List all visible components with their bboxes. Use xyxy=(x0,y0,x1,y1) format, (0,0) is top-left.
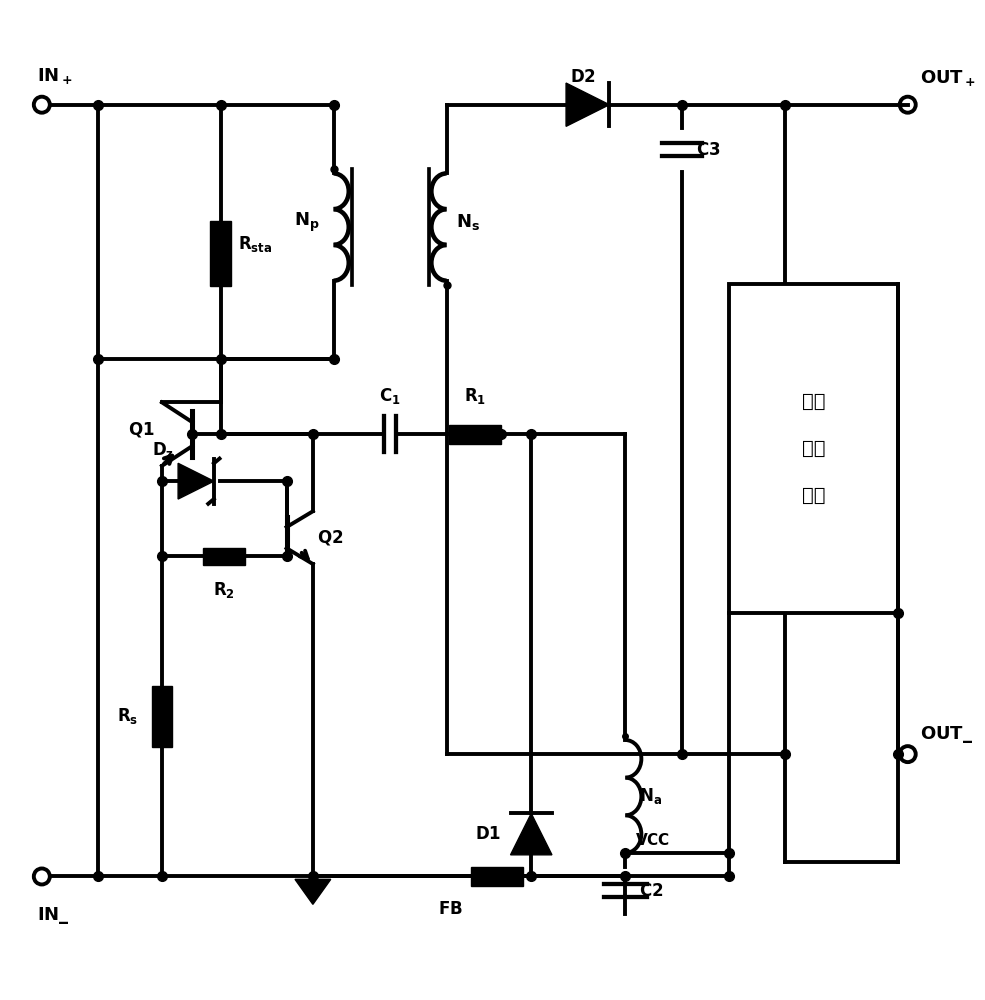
Text: $\mathbf{R_s}$: $\mathbf{R_s}$ xyxy=(117,706,138,726)
Text: $\mathbf{D2}$: $\mathbf{D2}$ xyxy=(570,68,596,86)
Bar xyxy=(449,425,500,444)
Bar xyxy=(210,221,231,286)
Text: $\mathbf{R_2}$: $\mathbf{R_2}$ xyxy=(213,580,235,600)
Polygon shape xyxy=(178,463,214,499)
Polygon shape xyxy=(510,813,552,855)
Text: 网络: 网络 xyxy=(802,486,825,505)
Text: $\mathbf{N_s}$: $\mathbf{N_s}$ xyxy=(456,212,480,232)
Bar xyxy=(152,686,172,747)
Text: $\mathbf{OUT_+}$: $\mathbf{OUT_+}$ xyxy=(920,68,976,88)
Text: $\mathbf{R_{sta}}$: $\mathbf{R_{sta}}$ xyxy=(237,234,272,254)
Text: $\mathbf{VCC}$: $\mathbf{VCC}$ xyxy=(634,832,670,848)
Text: $\mathbf{R_1}$: $\mathbf{R_1}$ xyxy=(464,386,486,406)
Text: $\mathbf{FB}$: $\mathbf{FB}$ xyxy=(438,900,463,918)
Polygon shape xyxy=(295,879,331,904)
Polygon shape xyxy=(566,83,610,126)
Text: $\mathbf{N_a}$: $\mathbf{N_a}$ xyxy=(639,786,663,806)
FancyBboxPatch shape xyxy=(729,284,898,613)
Text: $\mathbf{C3}$: $\mathbf{C3}$ xyxy=(696,141,720,159)
Bar xyxy=(203,548,245,565)
Text: $\mathbf{IN_+}$: $\mathbf{IN_+}$ xyxy=(37,66,73,86)
Text: $\mathbf{C2}$: $\mathbf{C2}$ xyxy=(639,882,664,900)
Text: $\mathbf{D1}$: $\mathbf{D1}$ xyxy=(475,825,501,843)
Bar xyxy=(472,867,523,886)
Text: $\mathbf{D_z}$: $\mathbf{D_z}$ xyxy=(152,440,174,460)
Text: $\mathbf{N_p}$: $\mathbf{N_p}$ xyxy=(294,211,319,234)
Text: 隔离: 隔离 xyxy=(802,392,825,411)
Text: $\mathbf{C_1}$: $\mathbf{C_1}$ xyxy=(379,386,401,406)
Text: 反馈: 反馈 xyxy=(802,439,825,458)
Text: $\mathbf{OUT\_}$: $\mathbf{OUT\_}$ xyxy=(920,724,973,745)
Text: $\mathbf{IN\_}$: $\mathbf{IN\_}$ xyxy=(37,905,70,926)
Text: $\mathbf{Q2}$: $\mathbf{Q2}$ xyxy=(316,528,343,547)
Text: $\mathbf{Q1}$: $\mathbf{Q1}$ xyxy=(128,420,155,439)
